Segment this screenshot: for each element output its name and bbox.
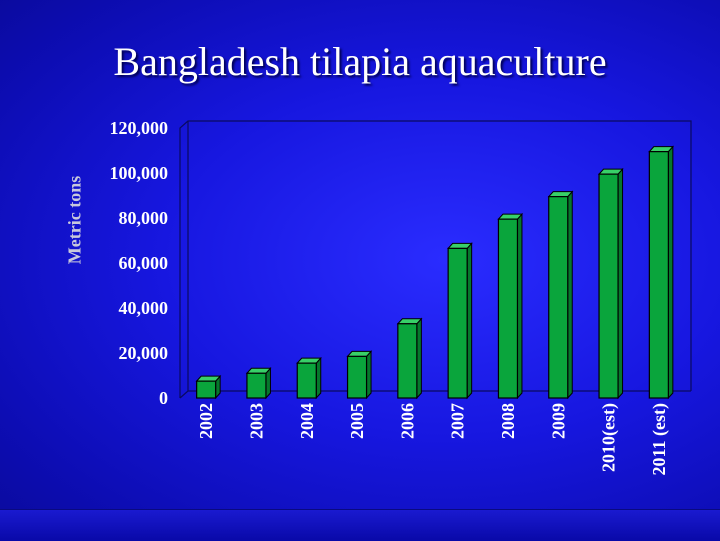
bar-front [548,196,569,399]
bar-top [346,350,373,357]
x-tick-label: 2006 [397,403,417,439]
bar-top [547,191,574,198]
slide-bottom-band [0,509,720,541]
bar [296,356,322,400]
chart-walls [179,120,692,399]
x-tick-label: 2010(est) [599,403,620,472]
x-tick-label: 2009 [548,403,568,439]
bar-side [667,145,674,400]
y-tick-label: 40,000 [119,298,169,318]
y-tick-label: 100,000 [110,163,169,183]
bar-front [447,247,468,399]
bar-front [246,372,267,399]
bar-side [567,190,573,400]
bar [547,190,574,400]
bar-series [195,145,674,400]
x-tick-label: 2002 [196,403,216,439]
bar [195,374,222,400]
bar-top [245,367,272,374]
x-tick-label: 2007 [448,403,468,439]
bar [597,167,624,400]
y-tick-label: 80,000 [119,208,169,228]
bar-top [296,357,322,364]
bar [346,350,373,400]
bar-front [648,151,669,399]
y-tick-labels: 0 20,000 40,000 60,000 80,000 100,000 120,000 [110,118,169,408]
bar-front [598,173,619,399]
bar-front [397,323,418,399]
bar-top [447,242,473,249]
y-tick-label: 20,000 [119,343,169,363]
bar-front [346,355,368,399]
bar [396,317,423,400]
bar-front [296,362,317,399]
y-tick-label: 120,000 [110,118,169,138]
bar-side [366,350,372,400]
y-tick-label: 60,000 [119,253,169,273]
x-tick-label: 2003 [246,403,266,439]
bar [245,366,272,400]
y-tick-label: 0 [159,388,168,408]
bar [648,145,674,400]
bar-front [196,380,217,399]
bar-side [516,212,523,400]
y-axis-label: Metric tons [64,175,85,265]
bar-top [195,375,222,382]
x-tick-labels: 2002 2003 2004 2005 2006 2007 2008 2009 2010(est… [196,403,670,475]
bar [497,212,524,400]
x-tick-label: 2011 (est) [649,403,670,475]
bar-front [497,218,519,399]
bar-top [396,318,423,325]
x-tick-label: 2004 [297,403,317,439]
bar-side [416,317,422,400]
slide-title: Bangladesh tilapia aquaculture [113,39,607,84]
bar-side [315,356,322,400]
x-tick-label: 2008 [498,403,518,439]
bar-side [466,242,473,400]
bar [447,242,473,400]
bar-side [617,167,624,400]
x-tick-label: 2005 [347,403,367,439]
bar-top [497,213,524,220]
bar-top [648,146,674,153]
bar-top [597,168,624,175]
